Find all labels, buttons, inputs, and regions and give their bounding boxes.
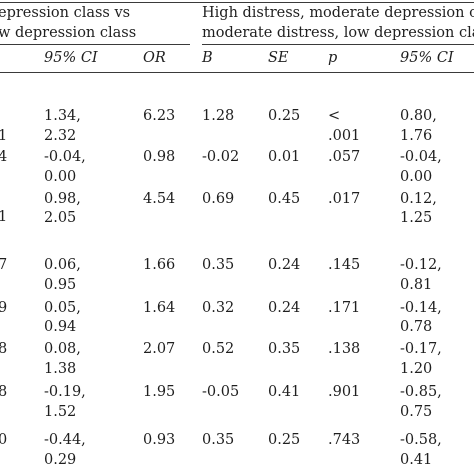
or-value: 1.64 <box>143 300 176 316</box>
ci2-upper: 1.20 <box>400 361 433 377</box>
ci2-lower: -0.17, <box>400 341 442 357</box>
group2-underline <box>202 44 474 45</box>
b-value: 0.32 <box>202 300 235 316</box>
group1-underline <box>0 44 190 45</box>
ci2-lower: -0.58, <box>400 432 442 448</box>
ci1-upper: 0.00 <box>44 169 77 185</box>
col-header-or: OR <box>143 50 166 66</box>
ci1-upper: 0.94 <box>44 319 77 335</box>
ci1-upper: 2.05 <box>44 210 77 226</box>
ci2-upper: 0.81 <box>400 277 433 293</box>
ci2-upper: 0.75 <box>400 404 433 420</box>
header-bottom-rule <box>0 72 474 73</box>
table-top-rule <box>0 2 474 3</box>
ci1-lower: 1.34, <box>44 108 81 124</box>
b-value: -0.05 <box>202 384 240 400</box>
group1-header-line1: epression class vs <box>0 5 131 21</box>
ci1-lower: -0.04, <box>44 149 86 165</box>
ci1-upper: 1.52 <box>44 404 77 420</box>
se-value: 0.35 <box>268 341 301 357</box>
row-lead: 9 <box>0 300 8 316</box>
ci2-lower: 0.80, <box>400 108 437 124</box>
b-value: 0.52 <box>202 341 235 357</box>
row-lead: 0 <box>0 432 8 448</box>
ci1-upper: 1.38 <box>44 361 77 377</box>
ci2-lower: -0.12, <box>400 257 442 273</box>
or-value: 6.23 <box>143 108 176 124</box>
row-lead: 7 <box>0 257 8 273</box>
se-value: 0.41 <box>268 384 301 400</box>
ci2-lower: -0.14, <box>400 300 442 316</box>
ci2-upper: 0.00 <box>400 169 433 185</box>
b-value: 0.35 <box>202 257 235 273</box>
row-lead: 1 <box>0 128 8 144</box>
p-value: .001 <box>328 128 361 144</box>
col-header-p: p <box>328 50 338 66</box>
or-value: 4.54 <box>143 191 176 207</box>
row-lead: 8 <box>0 341 8 357</box>
ci1-upper: 2.32 <box>44 128 77 144</box>
ci1-upper: 0.95 <box>44 277 77 293</box>
group2-header-line1: High distress, moderate depression cla <box>202 5 474 21</box>
se-value: 0.24 <box>268 300 301 316</box>
se-value: 0.01 <box>268 149 301 165</box>
ci2-upper: 1.76 <box>400 128 433 144</box>
ci1-lower: -0.19, <box>44 384 86 400</box>
or-value: 0.98 <box>143 149 176 165</box>
p-value-symbol: < <box>328 108 341 124</box>
ci1-lower: 0.98, <box>44 191 81 207</box>
p-value: .743 <box>328 432 361 448</box>
p-value: .901 <box>328 384 361 400</box>
p-value: .138 <box>328 341 361 357</box>
or-value: 2.07 <box>143 341 176 357</box>
row-lead: 8 <box>0 384 8 400</box>
col-header-se: SE <box>268 50 289 66</box>
b-value: 0.35 <box>202 432 235 448</box>
p-value: .171 <box>328 300 361 316</box>
ci2-upper: 1.25 <box>400 210 433 226</box>
ci2-upper: 0.41 <box>400 452 433 468</box>
se-value: 0.24 <box>268 257 301 273</box>
ci2-lower: -0.85, <box>400 384 442 400</box>
ci1-lower: 0.06, <box>44 257 81 273</box>
b-value: 1.28 <box>202 108 235 124</box>
or-value: 0.93 <box>143 432 176 448</box>
se-value: 0.25 <box>268 432 301 448</box>
group1-header-line2: w depression class <box>0 25 137 41</box>
group2-header-line2: moderate distress, low depression class <box>202 25 474 41</box>
ci1-lower: -0.44, <box>44 432 86 448</box>
col-header-ci-2: 95% CI <box>400 50 454 66</box>
b-value: 0.69 <box>202 191 235 207</box>
or-value: 1.95 <box>143 384 176 400</box>
col-header-ci-1: 95% CI <box>44 50 98 66</box>
ci2-upper: 0.78 <box>400 319 433 335</box>
p-value: .017 <box>328 191 361 207</box>
ci2-lower: -0.04, <box>400 149 442 165</box>
ci1-upper: 0.29 <box>44 452 77 468</box>
se-value: 0.45 <box>268 191 301 207</box>
row-lead: 4 <box>0 149 8 165</box>
b-value: -0.02 <box>202 149 240 165</box>
se-value: 0.25 <box>268 108 301 124</box>
ci1-lower: 0.08, <box>44 341 81 357</box>
row-lead: 1 <box>0 209 8 225</box>
ci1-lower: 0.05, <box>44 300 81 316</box>
col-header-b: B <box>202 50 213 66</box>
or-value: 1.66 <box>143 257 176 273</box>
p-value: .145 <box>328 257 361 273</box>
p-value: .057 <box>328 149 361 165</box>
ci2-lower: 0.12, <box>400 191 437 207</box>
